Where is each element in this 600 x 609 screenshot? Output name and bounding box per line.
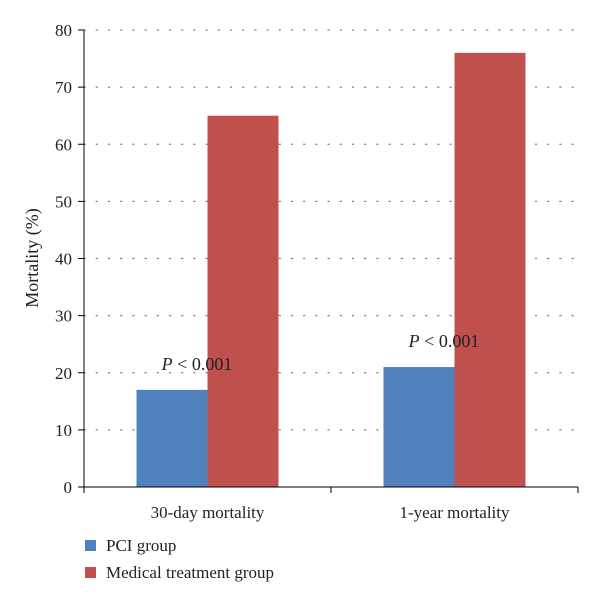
y-tick-label: 0 <box>64 478 73 497</box>
y-tick-label: 50 <box>55 192 72 211</box>
y-tick-label: 40 <box>55 250 72 269</box>
axes <box>78 29 579 493</box>
bar-medical-0 <box>207 115 279 487</box>
category-labels: 30-day mortality 1-year mortality <box>151 503 510 522</box>
y-tick-label: 10 <box>55 421 72 440</box>
category-label: 30-day mortality <box>151 503 265 522</box>
legend-label: Medical treatment group <box>106 563 274 582</box>
y-tick-label: 80 <box>55 21 72 40</box>
p-value-annotation: P < 0.001 <box>408 331 480 351</box>
legend-swatch-medical <box>85 567 96 578</box>
p-relation: < 0.001 <box>420 331 480 351</box>
p-value-annotation: P < 0.001 <box>161 354 233 374</box>
y-tick-label: 20 <box>55 364 72 383</box>
legend: PCI group Medical treatment group <box>85 536 274 582</box>
y-tick-label: 70 <box>55 78 72 97</box>
category-label: 1-year mortality <box>400 503 510 522</box>
p-relation: < 0.001 <box>173 354 233 374</box>
bar-medical-1 <box>454 52 526 487</box>
y-tick-labels: 0 10 20 30 40 50 60 70 80 <box>55 21 72 497</box>
bar-pci-0 <box>136 389 208 487</box>
p-label: P <box>161 354 173 374</box>
y-axis-label: Mortality (%) <box>22 208 43 307</box>
legend-label: PCI group <box>106 536 176 555</box>
y-tick-label: 30 <box>55 307 72 326</box>
p-label: P <box>408 331 420 351</box>
y-tick-label: 60 <box>55 135 72 154</box>
legend-swatch-pci <box>85 540 96 551</box>
bar-pci-1 <box>383 367 455 487</box>
bars <box>136 52 526 487</box>
